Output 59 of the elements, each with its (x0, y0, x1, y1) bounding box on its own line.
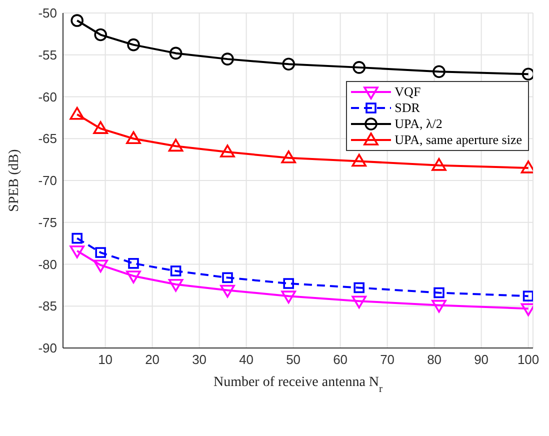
point (222, 272, 233, 284)
point (94, 28, 107, 42)
x-tick-label: 20 (145, 352, 160, 368)
point (522, 68, 533, 81)
legend-label: UPA, same aperture size (394, 132, 522, 148)
point (281, 150, 296, 164)
y-tick-label: -80 (38, 256, 57, 272)
point (220, 144, 235, 158)
x-tick-label: 40 (239, 352, 254, 368)
legend-label: VQF (394, 84, 421, 100)
legend-label: UPA, λ/2 (394, 116, 442, 132)
point (432, 158, 446, 171)
point (352, 154, 366, 167)
point (127, 38, 140, 52)
point (352, 296, 366, 308)
y-tick-label: -50 (38, 6, 57, 21)
point (72, 232, 82, 244)
point (168, 138, 184, 152)
point (128, 258, 139, 269)
point (354, 282, 364, 294)
point (434, 287, 444, 298)
point (220, 284, 235, 298)
point (282, 58, 295, 70)
point (522, 290, 533, 302)
point (93, 260, 108, 272)
y-tick-label: -70 (38, 173, 57, 188)
x-axis-title: Number of receive antenna N$_{r}$ (213, 375, 384, 394)
point (221, 52, 234, 66)
point (432, 65, 446, 78)
x-tick-label: 10 (98, 352, 113, 368)
point (169, 46, 182, 60)
legend-label: SDR (394, 100, 420, 116)
point (168, 278, 184, 292)
y-tick-label: -75 (38, 214, 57, 230)
point (95, 247, 106, 258)
point (283, 278, 294, 289)
point (70, 14, 84, 27)
y-tick-label: -85 (38, 298, 57, 314)
x-tick-label: 30 (192, 352, 207, 368)
x-tick-label: 60 (333, 352, 348, 368)
y-tick-label: -55 (38, 47, 57, 62)
y-tick-label: -65 (38, 131, 57, 146)
point (126, 270, 141, 284)
point (126, 131, 141, 144)
point (170, 266, 182, 276)
point (352, 61, 366, 74)
point (432, 300, 446, 313)
x-tick-label: 100 (517, 352, 540, 368)
point (93, 121, 108, 134)
x-tick-label: 80 (427, 352, 442, 368)
x-tick-label: 70 (380, 352, 395, 368)
y-tick-label: -60 (38, 89, 57, 104)
point (70, 245, 84, 258)
point (281, 290, 296, 304)
x-tick-label: 50 (286, 352, 301, 368)
y-axis-title: SPEB (dB) (6, 148, 22, 212)
x-tick-label: 90 (474, 352, 489, 368)
y-tick-label: -90 (38, 340, 57, 356)
point (70, 106, 84, 120)
